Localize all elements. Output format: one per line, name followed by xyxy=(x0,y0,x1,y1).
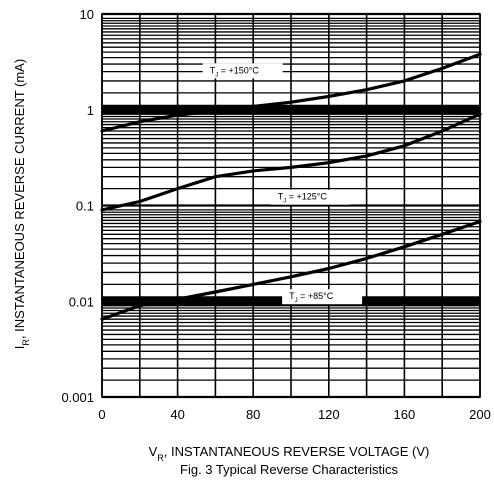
series-line-2 xyxy=(100,219,482,321)
grid-band-decade xyxy=(102,104,480,115)
series-line-1 xyxy=(100,112,482,212)
x-tick-label: 200 xyxy=(469,407,491,422)
series-label-2: TJ = +85°C xyxy=(289,291,334,304)
curves xyxy=(100,52,482,321)
y-tick-label: 0.1 xyxy=(76,199,94,214)
plot-frame xyxy=(101,13,481,398)
x-tick-label: 120 xyxy=(318,407,340,422)
series-label-bg-1 xyxy=(270,189,351,205)
x-tick-label: 160 xyxy=(394,407,416,422)
series-label-1: TJ = +125°C xyxy=(278,192,328,205)
y-tick-label: 0.001 xyxy=(61,390,94,405)
series-line-0 xyxy=(100,52,482,133)
series-label-0: TJ = +150°C xyxy=(210,65,260,78)
figure-caption: Fig. 3 Typical Reverse Characteristics xyxy=(180,462,398,477)
x-tick-label: 40 xyxy=(170,407,184,422)
y-tick-label: 1 xyxy=(87,103,94,118)
x-tick-label: 80 xyxy=(246,407,260,422)
series-label-bg-0 xyxy=(202,63,283,79)
y-axis-title: IR, INSTANTANEOUS REVERSE CURRENT (mA) xyxy=(12,59,31,349)
x-axis-title: VR, INSTANTANEOUS REVERSE VOLTAGE (V) xyxy=(149,444,430,463)
curve-labels: TJ = +150°C TJ = +125°C TJ = +85°C xyxy=(202,63,363,305)
series-label-bg-2 xyxy=(282,289,363,305)
y-tick-label: 0.01 xyxy=(69,294,94,309)
grid xyxy=(101,12,481,399)
y-tick-label: 10 xyxy=(80,7,94,22)
tick-labels: 0 40 80 120 160 200 0.001 0.01 0.1 1 10 xyxy=(61,7,490,422)
x-tick-label: 0 xyxy=(98,407,105,422)
